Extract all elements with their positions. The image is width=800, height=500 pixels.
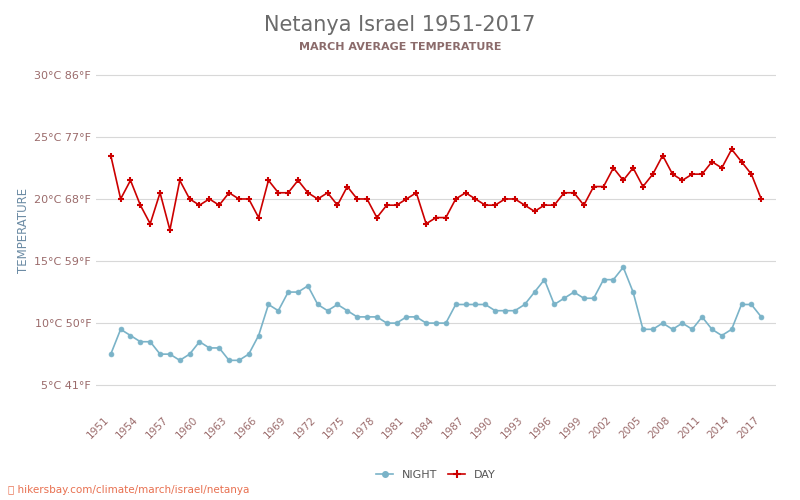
Text: MARCH AVERAGE TEMPERATURE: MARCH AVERAGE TEMPERATURE [298,42,502,52]
Text: Netanya Israel 1951-2017: Netanya Israel 1951-2017 [264,15,536,35]
Legend: NIGHT, DAY: NIGHT, DAY [373,467,499,483]
Y-axis label: TEMPERATURE: TEMPERATURE [17,188,30,272]
Text: 📍 hikersbay.com/climate/march/israel/netanya: 📍 hikersbay.com/climate/march/israel/net… [8,485,250,495]
